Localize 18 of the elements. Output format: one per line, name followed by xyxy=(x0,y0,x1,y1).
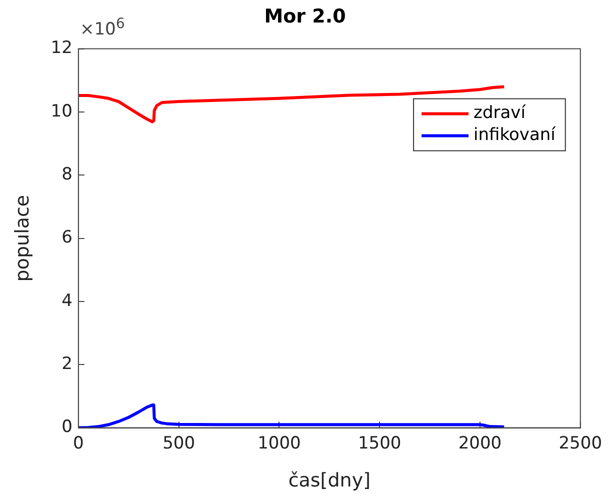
x-axis-title: čas[dny] xyxy=(288,470,370,492)
text: ×10$^{6}$ xyxy=(80,16,125,40)
x-tick-label: 2500 xyxy=(558,433,602,454)
chart-title: Mor 2.0 xyxy=(264,5,346,28)
y-tick-label: 8 xyxy=(62,164,72,185)
y-tick-label: 12 xyxy=(50,38,72,58)
legend-label: infikovaní xyxy=(474,125,557,146)
y-tick-label: 4 xyxy=(62,290,72,311)
x-tick-label: 2000 xyxy=(458,433,502,454)
y-axis-title: populace xyxy=(11,194,34,282)
y-tick-label: 10 xyxy=(50,101,72,122)
x-tick-label: 1500 xyxy=(358,433,402,454)
legend-label: zdraví xyxy=(474,103,527,124)
y-tick-label: 2 xyxy=(62,354,72,374)
x-tick-label: 500 xyxy=(162,433,196,454)
y-tick-label: 6 xyxy=(62,228,72,248)
y-tick-label: 0 xyxy=(62,417,72,438)
x-tick-label: 1000 xyxy=(258,433,301,454)
